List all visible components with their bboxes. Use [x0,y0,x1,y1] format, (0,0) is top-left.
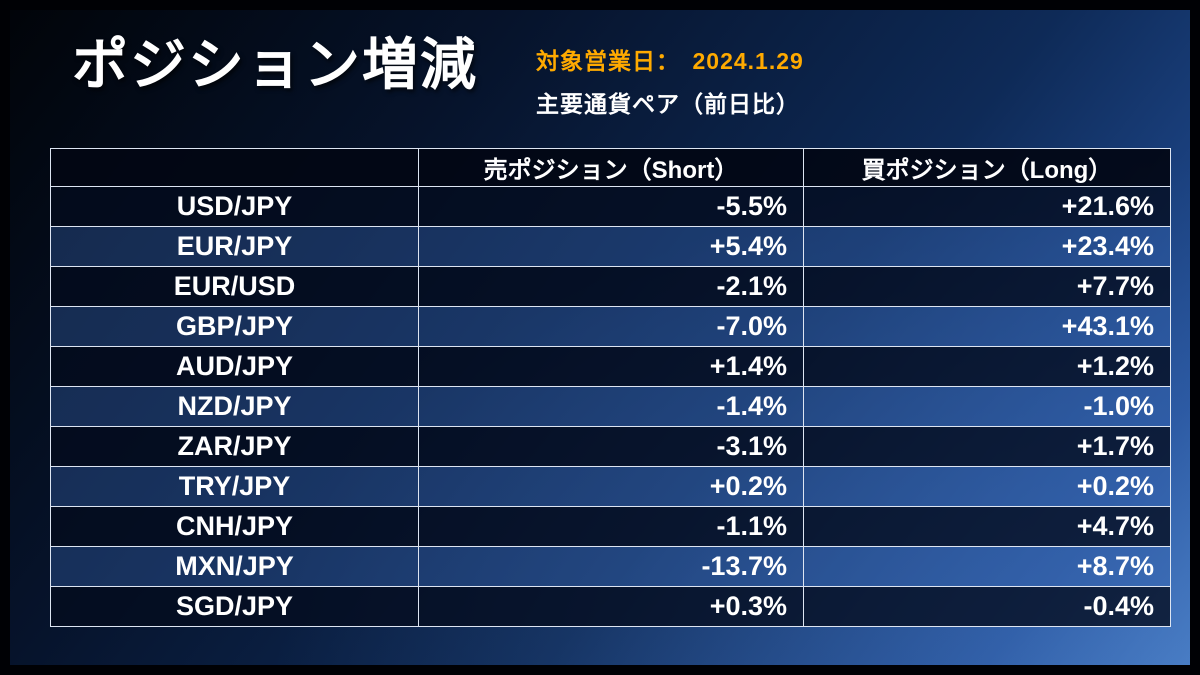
short-value: -3.1% [418,426,804,467]
currency-pair: SGD/JPY [50,586,419,627]
table-row: AUD/JPY +1.4% +1.2% [50,346,1171,387]
table-row: CNH/JPY -1.1% +4.7% [50,506,1171,547]
table-row: ZAR/JPY -3.1% +1.7% [50,426,1171,467]
short-value: -1.1% [418,506,804,547]
long-value: -1.0% [803,386,1171,427]
long-value: +0.2% [803,466,1171,507]
table-row: NZD/JPY -1.4% -1.0% [50,386,1171,427]
table-row: EUR/USD -2.1% +7.7% [50,266,1171,307]
short-value: +0.3% [418,586,804,627]
page-title: ポジション増減 [72,33,478,96]
short-value: -7.0% [418,306,804,347]
long-value: +7.7% [803,266,1171,307]
currency-pair: CNH/JPY [50,506,419,547]
table-header-row: 売ポジション（Short） 買ポジション（Long） [50,148,1171,187]
long-value: +43.1% [803,306,1171,347]
header-area: ポジション増減 対象営業日： 2024.1.29 主要通貨ペア（前日比） [72,34,804,119]
short-value: -2.1% [418,266,804,307]
currency-pair: EUR/JPY [50,226,419,267]
positions-table: 売ポジション（Short） 買ポジション（Long） USD/JPY -5.5%… [50,148,1171,627]
currency-pair: NZD/JPY [50,386,419,427]
short-value: -5.5% [418,186,804,227]
long-value: -0.4% [803,586,1171,627]
long-value: +21.6% [803,186,1171,227]
short-value: -1.4% [418,386,804,427]
short-column-header: 売ポジション（Short） [418,148,804,187]
table-row: EUR/JPY +5.4% +23.4% [50,226,1171,267]
short-value: +5.4% [418,226,804,267]
currency-pair: GBP/JPY [50,306,419,347]
currency-pair: ZAR/JPY [50,426,419,467]
long-value: +1.7% [803,426,1171,467]
corner-cell [50,148,419,187]
currency-pair: MXN/JPY [50,546,419,587]
table-row: GBP/JPY -7.0% +43.1% [50,306,1171,347]
currency-pair: USD/JPY [50,186,419,227]
long-value: +1.2% [803,346,1171,387]
table-row: USD/JPY -5.5% +21.6% [50,186,1171,227]
long-column-header: 買ポジション（Long） [803,148,1171,187]
long-value: +4.7% [803,506,1171,547]
currency-pair: TRY/JPY [50,466,419,507]
short-value: -13.7% [418,546,804,587]
currency-pair: EUR/USD [50,266,419,307]
table-row: MXN/JPY -13.7% +8.7% [50,546,1171,587]
header-meta: 対象営業日： 2024.1.29 主要通貨ペア（前日比） [536,34,804,119]
short-value: +0.2% [418,466,804,507]
business-date-label: 対象営業日： 2024.1.29 [536,48,804,74]
table-row: TRY/JPY +0.2% +0.2% [50,466,1171,507]
currency-pair: AUD/JPY [50,346,419,387]
page-subtitle: 主要通貨ペア（前日比） [536,91,800,117]
long-value: +23.4% [803,226,1171,267]
long-value: +8.7% [803,546,1171,587]
short-value: +1.4% [418,346,804,387]
table-row: SGD/JPY +0.3% -0.4% [50,586,1171,627]
